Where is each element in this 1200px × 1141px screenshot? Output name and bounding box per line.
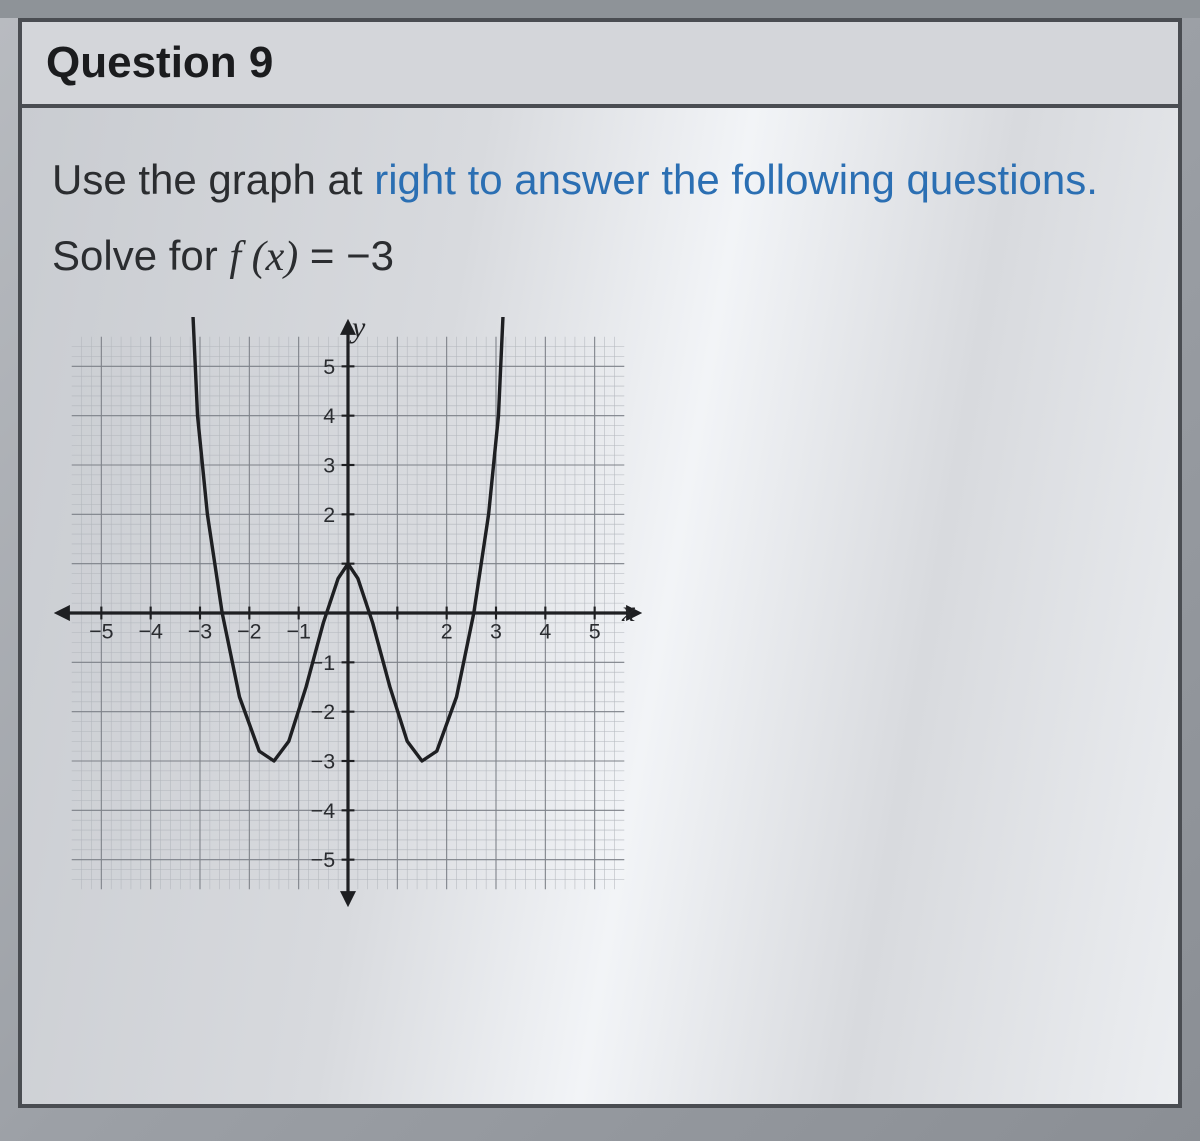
- function-graph: −5−4−3−2−12345−5−4−3−2−12345: [52, 317, 644, 909]
- solve-fn: f (x): [229, 234, 298, 280]
- svg-text:−3: −3: [311, 750, 335, 774]
- page-root: Question 9 Use the graph at right to ans…: [0, 18, 1200, 1141]
- solve-rhs: −3: [346, 232, 394, 279]
- svg-text:−4: −4: [138, 620, 163, 644]
- svg-text:−5: −5: [311, 848, 336, 872]
- prompt-text-accent: right to answer the following questions.: [374, 156, 1098, 203]
- solve-eq: =: [298, 232, 346, 279]
- svg-text:4: 4: [323, 404, 335, 428]
- x-axis-label: x: [622, 595, 635, 629]
- graph-container: y x −5−4−3−2−12345−5−4−3−2−12345: [52, 317, 612, 917]
- svg-text:−5: −5: [89, 620, 114, 644]
- svg-text:2: 2: [441, 620, 453, 644]
- prompt-text-pre: Use the graph at: [52, 156, 374, 203]
- svg-text:−4: −4: [311, 799, 336, 823]
- svg-text:−2: −2: [237, 620, 261, 644]
- solve-pre: Solve for: [52, 232, 229, 279]
- prompt-line-2: Solve for f (x) = −3: [52, 232, 1148, 281]
- svg-text:3: 3: [323, 454, 335, 478]
- svg-text:−1: −1: [286, 620, 310, 644]
- svg-text:4: 4: [539, 620, 551, 644]
- question-body: Use the graph at right to answer the fol…: [18, 108, 1182, 1108]
- svg-text:5: 5: [589, 620, 601, 644]
- prompt-line-1: Use the graph at right to answer the fol…: [52, 156, 1148, 204]
- y-axis-label: y: [352, 311, 365, 345]
- svg-text:3: 3: [490, 620, 502, 644]
- svg-text:2: 2: [323, 503, 335, 527]
- question-title: Question 9: [46, 38, 1154, 88]
- svg-text:−2: −2: [311, 700, 335, 724]
- svg-text:5: 5: [323, 355, 335, 379]
- question-header: Question 9: [18, 18, 1182, 108]
- svg-text:−3: −3: [188, 620, 212, 644]
